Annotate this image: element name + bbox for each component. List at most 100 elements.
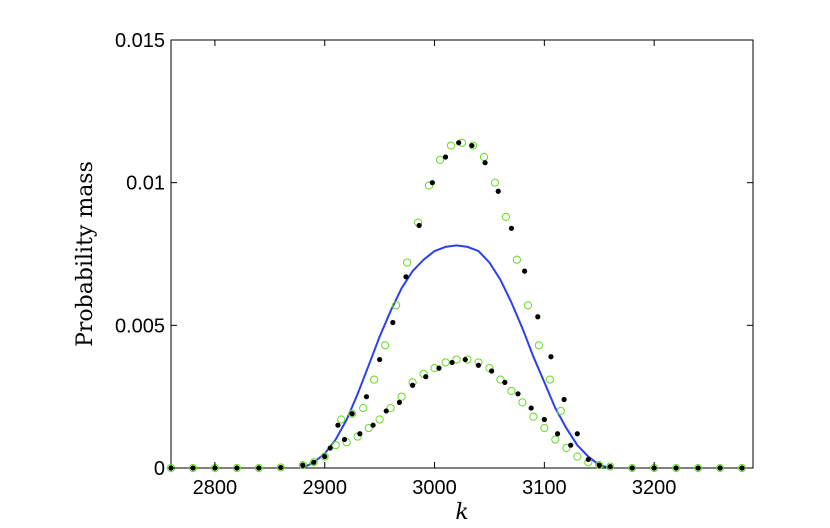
series-dot-point [462, 356, 468, 363]
series-circle-point [402, 258, 412, 267]
series-circle-point [452, 355, 461, 364]
series-circle-point [441, 358, 450, 367]
series-circle-point [534, 341, 543, 350]
series-circle-point [523, 301, 532, 310]
series-dot-point [390, 319, 396, 326]
y-tick-label: 0.01 [126, 173, 165, 195]
series-dot-point [429, 180, 435, 186]
y-tick-label: 0.015 [115, 30, 165, 52]
series-circle-point [595, 461, 604, 470]
series-dot-point [673, 465, 679, 471]
series-circle-point [512, 255, 522, 264]
series-circle-point [364, 423, 373, 433]
series-circle-point [386, 403, 395, 413]
series-circle-point [348, 409, 357, 418]
series-circle-point [529, 412, 538, 421]
series-circle-point [435, 155, 445, 164]
series-circle-point [331, 441, 340, 450]
series-dot-point [535, 314, 541, 320]
series-circle-point [397, 392, 406, 401]
series-dot-point [409, 382, 416, 388]
series-circle-point [672, 463, 681, 473]
series-circle-point [254, 463, 263, 473]
series-dot-point [449, 359, 455, 366]
series-circle-point [359, 403, 368, 413]
series-dot-point [311, 459, 317, 465]
series-circle-point [606, 462, 615, 471]
series-dot-point [335, 422, 341, 428]
series-circle-point [551, 435, 560, 444]
series-dot-point [548, 354, 554, 360]
series-circle-point [628, 463, 637, 473]
y-axis-label: Probability mass [73, 161, 98, 347]
series-circle-point [392, 301, 401, 310]
series-dot-point [396, 399, 403, 405]
series-dot-point [515, 391, 521, 397]
series-circle-point [545, 375, 554, 384]
series-dot-point [341, 436, 348, 443]
series-dot-point [256, 465, 262, 471]
series-circle-point [188, 463, 198, 473]
series-circle-point [276, 463, 285, 472]
series-dot-point [607, 463, 613, 470]
series-circle-point [424, 181, 434, 190]
series-dot-point [489, 368, 495, 374]
series-circle-point [479, 152, 489, 162]
chart-marks [166, 138, 747, 473]
series-circle-point [232, 463, 241, 473]
series-dot-point [541, 416, 547, 423]
series-dot-point [278, 464, 284, 471]
series-dot-point [190, 465, 196, 471]
series-circle-point [737, 463, 747, 473]
series-dot-point [475, 362, 482, 368]
series-dot-point [234, 465, 240, 471]
series-dot-point [574, 431, 580, 437]
x-tick-label: 3100 [522, 477, 567, 499]
series-circle-point [381, 341, 390, 350]
series-dot-point [357, 431, 363, 437]
series-dot-point [349, 411, 355, 417]
series-dot-point [528, 405, 534, 411]
series-line [302, 244, 611, 469]
series-circle-point [309, 458, 318, 467]
series-circle-point [298, 461, 307, 470]
series-dot-point [521, 268, 528, 274]
series-dot-point [327, 445, 333, 451]
series-dot-point [554, 431, 561, 437]
series-dot-point [416, 222, 422, 229]
series-circle-point [501, 212, 511, 222]
series-circle-point [446, 141, 456, 150]
series-dot-point [717, 465, 723, 471]
series-dot-point [596, 462, 602, 468]
axis-ticks: 2800 2900 3000 3100 3200 0 0.005 0.01 0.015 [115, 30, 753, 499]
series-dot-point [568, 442, 574, 448]
series-dot-point [436, 365, 442, 371]
series-circle-point [375, 415, 384, 424]
series-circle-point [693, 463, 703, 473]
series-dot-point [508, 225, 515, 231]
series-dot-point [442, 154, 449, 160]
series-circle-point [556, 406, 565, 416]
series-circle-point [540, 423, 549, 433]
series-dot-point [423, 374, 429, 380]
series-dot-point [482, 160, 488, 166]
series-dot-point [469, 142, 475, 149]
series-dot-point [456, 140, 462, 146]
series-dot-point [377, 356, 383, 363]
series-circle-point [490, 178, 500, 187]
x-tick-label: 2900 [302, 477, 347, 499]
series-dot-point [629, 465, 635, 471]
series-circle-point [370, 375, 379, 384]
series-dot-point [322, 453, 328, 460]
series-circle-point [496, 375, 505, 384]
series-circle-point [337, 415, 346, 424]
series-circle-point [562, 443, 571, 453]
series-circle-point [320, 452, 329, 461]
series-dot-point [502, 379, 508, 385]
series-dot-point [585, 456, 591, 463]
series-circle-point [518, 398, 527, 407]
series-dot-point [695, 465, 701, 471]
series-dot-point [300, 462, 306, 468]
x-tick-label: 3200 [632, 477, 677, 499]
